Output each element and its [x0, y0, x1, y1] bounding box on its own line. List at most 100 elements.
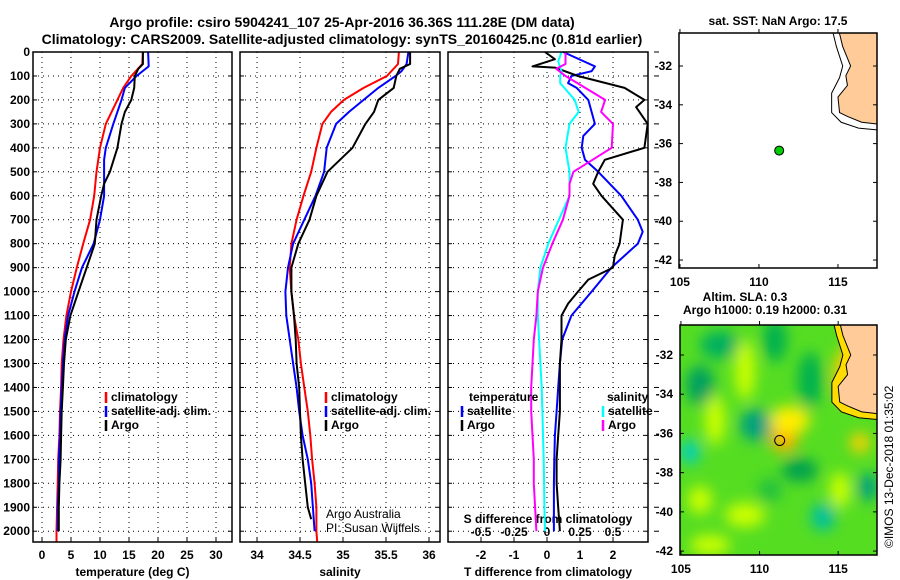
y-tick-label: 900: [10, 261, 30, 275]
y-tick-label: 1700: [3, 452, 30, 466]
series-temperature-satellite: [552, 51, 644, 532]
lat-tick-label: -40: [656, 505, 674, 519]
x2-tick-label: -0.5: [471, 525, 492, 539]
lat-tick-label: -38: [656, 466, 674, 480]
x-tick-label: 10: [93, 548, 107, 562]
x-axis-label: temperature (deg C): [75, 565, 189, 579]
series-salinity-satellite: [536, 51, 580, 532]
x2-tick-label: 0.5: [605, 525, 622, 539]
y-tick-label: 300: [10, 117, 30, 131]
y-tick-label: 0: [23, 45, 30, 59]
argo-location-marker: [774, 434, 786, 446]
x2-tick-label: 0: [544, 525, 551, 539]
x-tick-label: 30: [209, 548, 223, 562]
lon-tick-label: 110: [750, 562, 770, 576]
panel-temperature: 0100200300400500600700800900100011001200…: [3, 45, 233, 579]
x-tick-label: 25: [180, 548, 194, 562]
y-tick-label: 1800: [3, 476, 30, 490]
series-temperature-argo: [531, 51, 649, 532]
panel-difference: -2 -1 0 1 2 T difference from climatology -0.5…: [447, 51, 659, 579]
imos-watermark: ©IMOS 13-Dec-2018 01:35:02: [882, 385, 896, 548]
legend-label: satellite: [467, 404, 512, 418]
lat-tick-label: -36: [656, 426, 674, 440]
y-tick-label: 1400: [3, 380, 30, 394]
legend-label: climatology: [111, 390, 178, 404]
y-tick-label: 200: [10, 93, 30, 107]
lon-tick-label: 110: [749, 275, 769, 289]
land-australia: [837, 325, 877, 415]
plot-frame: [447, 51, 649, 543]
plot-frame: [32, 51, 233, 543]
lat-tick-label: -34: [656, 387, 674, 401]
legend-group-title: temperature: [469, 390, 539, 404]
map-frame: [678, 32, 878, 269]
coastline-layer: [831, 325, 877, 421]
legend-label: Argo: [331, 418, 359, 432]
x-tick-label: 34.5: [288, 548, 312, 562]
series-satellite-adj-clim-: [284, 51, 410, 532]
lon-tick-label: 115: [828, 562, 848, 576]
credit-line1: Argo Australia: [326, 507, 401, 521]
y-tick-label: 1600: [3, 428, 30, 442]
legend-label: Argo: [608, 418, 636, 432]
x-tick-label: -1: [509, 548, 520, 562]
legend-label: Argo: [467, 418, 495, 432]
argo-location-marker: [774, 145, 785, 156]
x2-axis-label: S difference from climatology: [464, 512, 633, 526]
legend-label: climatology: [331, 390, 398, 404]
x2-tick-label: -0.25: [500, 525, 528, 539]
lon-tick-label: 105: [670, 275, 690, 289]
lat-tick-label: -32: [655, 59, 673, 73]
series-salinity-argo: [530, 52, 614, 532]
x-tick-label: 0: [544, 548, 551, 562]
series-satellite-adj-clim-: [56, 51, 150, 532]
x-tick-label: -2: [476, 548, 487, 562]
lat-tick-label: -38: [655, 175, 673, 189]
y-tick-label: 700: [10, 213, 30, 227]
y-tick-label: 1500: [3, 404, 30, 418]
x-tick-label: 1: [577, 548, 584, 562]
panel-salinity: 34 34.5 35 35.5 36 salinity climatologysatelli…: [239, 51, 441, 579]
x-tick-label: 35.5: [374, 548, 398, 562]
y-tick-label: 600: [10, 189, 30, 203]
legend-label: satellite-adj. clim.: [331, 404, 431, 418]
x-tick-label: 15: [122, 548, 136, 562]
series-argo: [290, 52, 412, 520]
legend-label: Argo: [111, 418, 139, 432]
y-tick-label: 400: [10, 141, 30, 155]
x-tick-label: 35: [336, 548, 350, 562]
map-sst: -32 -34 -36 -38 -40 -42 105 110 115 sat. SST: NaN…: [655, 14, 878, 289]
x-axis-label: salinity: [319, 565, 361, 579]
map-title: Altim. SLA: 0.3: [703, 290, 788, 304]
lat-tick-label: -34: [655, 98, 673, 112]
legend-label: satellite: [608, 404, 653, 418]
x-tick-label: 5: [68, 548, 75, 562]
y-tick-label: 100: [10, 69, 30, 83]
lat-tick-label: -42: [655, 253, 673, 267]
y-tick-label: 1900: [3, 500, 30, 514]
figure-title-line1: Argo profile: csiro 5904241_107 25-Apr-2…: [109, 14, 574, 30]
x-tick-label: 34: [250, 548, 264, 562]
series-climatology: [288, 51, 400, 543]
map-frame: [679, 324, 878, 556]
x-tick-label: 36: [422, 548, 436, 562]
y-tick-label: 1000: [3, 285, 30, 299]
y-tick-label: 1100: [4, 309, 30, 323]
x-tick-label: 0: [39, 548, 46, 562]
lat-tick-label: -42: [656, 544, 674, 558]
map-sla: -32 -34 -36 -38 -40 -42 105 110 115 Altim. SLA: 0…: [656, 290, 878, 576]
y-tick-label: 500: [10, 165, 30, 179]
x-tick-label: 20: [151, 548, 165, 562]
isobath-contour: [831, 325, 877, 421]
x2-tick-label: 0.25: [568, 525, 592, 539]
lat-tick-label: -32: [656, 348, 674, 362]
y-tick-label: 2000: [3, 524, 30, 538]
y-tick-label: 1200: [3, 333, 30, 347]
y-tick-label: 1300: [3, 356, 30, 370]
isobath-contour: [831, 33, 877, 131]
land-australia: [837, 33, 877, 125]
lat-tick-label: -36: [655, 137, 673, 151]
lon-tick-label: 105: [671, 562, 691, 576]
x-tick-label: 2: [610, 548, 617, 562]
